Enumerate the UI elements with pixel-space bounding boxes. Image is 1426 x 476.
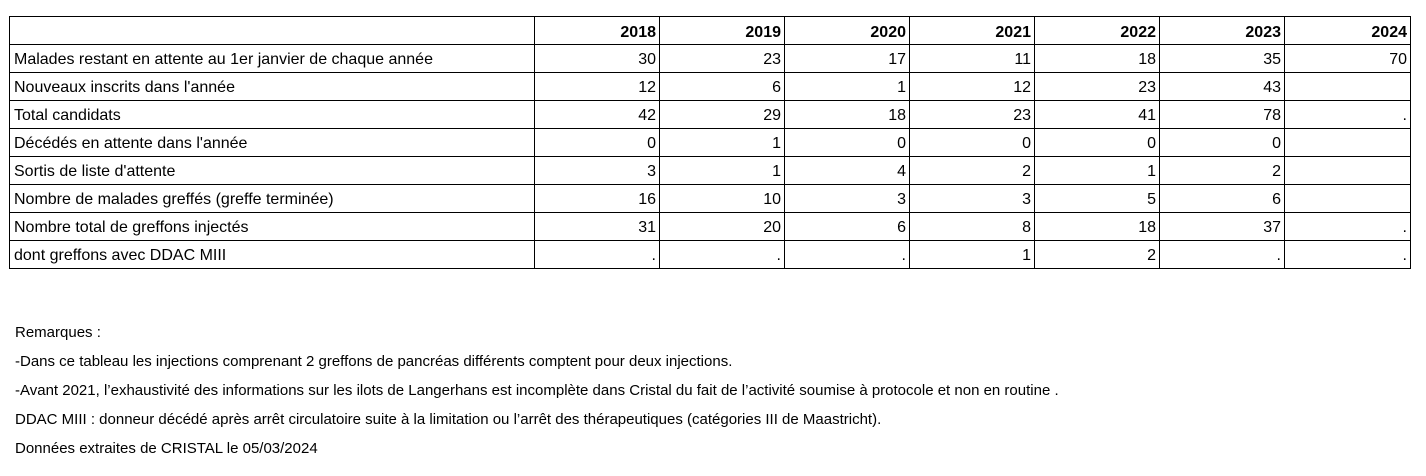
table-cell: 0 [784,128,910,157]
table-cell: 2 [1034,240,1160,269]
table-cell: 37 [1159,212,1285,241]
year-header: 2019 [659,16,785,45]
table-cell: 18 [1034,212,1160,241]
table-cell: 70 [1284,44,1411,73]
table-cell: 20 [659,212,785,241]
table-cell: 1 [1034,156,1160,185]
table-row: Nombre de malades greffés (greffe termin… [9,184,1411,213]
table-cell: 1 [659,128,785,157]
year-header: 2021 [909,16,1035,45]
table-cell: 30 [534,44,660,73]
remark-line: -Dans ce tableau les injections comprena… [15,353,733,370]
row-label: dont greffons avec DDAC MIII [9,240,535,269]
table-cell: 78 [1159,100,1285,129]
year-header: 2024 [1284,16,1411,45]
year-header: 2022 [1034,16,1160,45]
table-cell [1284,184,1411,213]
table-cell: 16 [534,184,660,213]
table-row: Nombre total de greffons injectés 31 20 … [9,212,1411,241]
table-row: Sortis de liste d'attente 3 1 4 2 1 2 [9,156,1411,185]
table-cell: 35 [1159,44,1285,73]
table-cell: 31 [534,212,660,241]
table-cell: 23 [659,44,785,73]
remarks-section: Remarques : -Dans ce tableau les injecti… [15,318,1059,463]
table-cell: 41 [1034,100,1160,129]
table-cell: 43 [1159,72,1285,101]
table-cell: 3 [909,184,1035,213]
table-cell: 1 [909,240,1035,269]
waiting-list-table: 2018 2019 2020 2021 2022 2023 2024 Malad… [9,16,1411,269]
table-cell: 42 [534,100,660,129]
table-cell: 6 [1159,184,1285,213]
table-cell: 12 [534,72,660,101]
table-cell: 11 [909,44,1035,73]
table-cell: 29 [659,100,785,129]
table-cell: 0 [1034,128,1160,157]
header-corner [9,16,535,45]
table-cell: . [534,240,660,269]
row-label: Nouveaux inscrits dans l'année [9,72,535,101]
table-cell: 12 [909,72,1035,101]
table-cell: 23 [909,100,1035,129]
table-cell [1284,128,1411,157]
table-cell: 18 [784,100,910,129]
table-cell: 3 [534,156,660,185]
row-label: Malades restant en attente au 1er janvie… [9,44,535,73]
remark-line: -Avant 2021, l’exhaustivité des informat… [15,382,1059,399]
definition-line: DDAC MIII : donneur décédé après arrêt c… [15,411,882,428]
table-cell: . [1284,100,1411,129]
table-cell: . [1284,240,1411,269]
table-cell: . [1159,240,1285,269]
table-cell: 5 [1034,184,1160,213]
row-label: Sortis de liste d'attente [9,156,535,185]
row-label: Nombre de malades greffés (greffe termin… [9,184,535,213]
table-row: Nouveaux inscrits dans l'année 12 6 1 12… [9,72,1411,101]
table-cell: . [784,240,910,269]
table-cell: 17 [784,44,910,73]
year-header: 2023 [1159,16,1285,45]
table-cell: 2 [909,156,1035,185]
table-cell: . [659,240,785,269]
table-cell [1284,72,1411,101]
table-cell: 6 [784,212,910,241]
table-cell: 0 [909,128,1035,157]
table-cell: 10 [659,184,785,213]
table-cell: 18 [1034,44,1160,73]
source-line: Données extraites de CRISTAL le 05/03/20… [15,440,318,457]
table-cell: 0 [1159,128,1285,157]
header-row: 2018 2019 2020 2021 2022 2023 2024 [9,16,1411,45]
year-header: 2018 [534,16,660,45]
year-header: 2020 [784,16,910,45]
row-label: Décédés en attente dans l'année [9,128,535,157]
table-cell: . [1284,212,1411,241]
table-row: Malades restant en attente au 1er janvie… [9,44,1411,73]
table-cell: 23 [1034,72,1160,101]
remarks-title: Remarques : [15,324,101,341]
table-cell: 2 [1159,156,1285,185]
table-cell: 6 [659,72,785,101]
row-label: Total candidats [9,100,535,129]
table-cell: 8 [909,212,1035,241]
table-row: Décédés en attente dans l'année 0 1 0 0 … [9,128,1411,157]
table-cell: 1 [784,72,910,101]
row-label: Nombre total de greffons injectés [9,212,535,241]
table-cell: 0 [534,128,660,157]
table-cell: 3 [784,184,910,213]
table-cell: 4 [784,156,910,185]
table-cell: 1 [659,156,785,185]
table-cell [1284,156,1411,185]
table-row: Total candidats 42 29 18 23 41 78 . [9,100,1411,129]
table-row: dont greffons avec DDAC MIII . . . 1 2 .… [9,240,1411,269]
